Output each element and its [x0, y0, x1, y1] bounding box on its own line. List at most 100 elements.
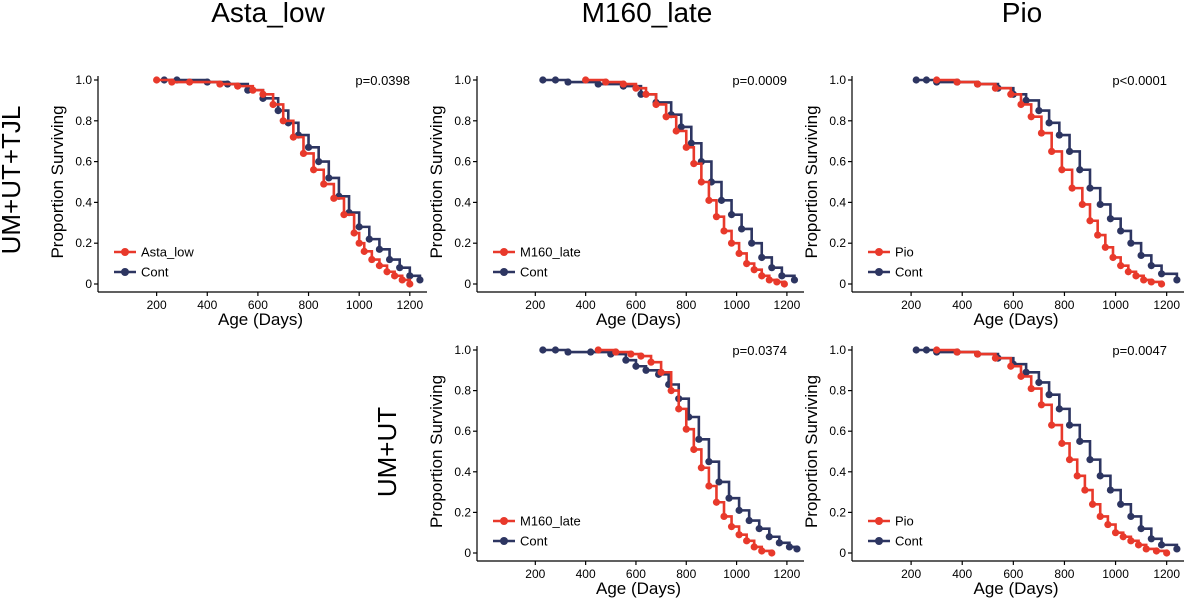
chart-r0c0-series-asta-low-point — [368, 255, 376, 264]
chart-r0c1-series-m160-late-point — [743, 260, 751, 268]
chart-r0c0-series-asta-low-point — [299, 149, 308, 158]
chart-r1c2-y-tick-label: 0.4 — [829, 465, 846, 479]
chart-r0c1-y-tick-label: 0 — [464, 277, 471, 291]
chart-r0c1-y-tick-label: 0.8 — [454, 114, 471, 128]
chart-r0c1-x-axis-title: Age (Days) — [596, 310, 681, 329]
chart-r1c1-series-m160-late-point — [657, 368, 665, 376]
chart-r1c1-y-tick-label: 0.2 — [454, 505, 471, 519]
chart-r0c1-series-m160-late-point — [642, 90, 650, 98]
chart-r0c2-series-pio-point — [1109, 253, 1117, 262]
chart-r0c2-y-tick-label: 0.8 — [829, 114, 846, 128]
chart-r1c1-series-m160-late-point — [727, 523, 736, 531]
chart-r1c1-y-tick-label: 0.6 — [454, 424, 471, 438]
chart-r0c1-series-m160-late-point — [582, 76, 590, 84]
chart-r0c2-series-pio-point — [1017, 100, 1025, 109]
chart-r1c2-y-tick-label: 0.2 — [829, 505, 846, 519]
chart-r0c0-series-asta-low-point — [398, 276, 406, 284]
chart-r0c0-series-cont-point — [244, 86, 252, 94]
chart-r0c1-x-tick-label: 600 — [626, 298, 646, 312]
chart-r0c2-series-pio-point — [1078, 200, 1086, 209]
chart-r1c2-series-pio-point — [953, 348, 961, 356]
chart-r0c0-series-asta-low-point — [330, 194, 338, 202]
chart-r1c2-series-pio-point — [1081, 486, 1089, 494]
chart-r1c2-series-pio-point — [1073, 472, 1081, 480]
chart-r0c1-series-cont-point — [758, 253, 766, 262]
chart-r0c0-series-asta-low-point — [259, 90, 267, 98]
chart-r1c1-y-axis-title: Proportion Surviving — [427, 375, 446, 528]
chart-r0c1-series-m160-late-point — [720, 227, 728, 235]
chart-r0c1-x-tick-label: 200 — [525, 298, 545, 312]
chart-r0c0-series-asta-low-point — [406, 280, 414, 288]
chart-r0c1-series-m160-late-point — [758, 272, 766, 280]
chart-r0c0-series-asta-low-point — [340, 211, 348, 219]
chart-r0c2-series-cont-point — [1065, 147, 1074, 155]
chart-r1c1-legend-cont-label: Cont — [520, 534, 548, 549]
chart-r0c2-series-pio-line — [936, 78, 1163, 284]
chart-r0c1-series-m160-late-point — [712, 213, 721, 221]
chart-r1c2-series-pio-point — [1127, 537, 1135, 545]
chart-r0c0-x-tick-label: 600 — [248, 298, 268, 312]
chart-r0c0-series-asta-low-point — [383, 268, 391, 276]
chart-r0c2-y-tick-label: 1.0 — [829, 73, 846, 87]
chart-r1c1-series-cont-point — [785, 543, 794, 551]
chart-r1c1-series-cont-point — [775, 539, 783, 547]
chart-r1c1-y-tick-label: 0.4 — [454, 465, 471, 479]
chart-r0c1-series-m160-late-point — [705, 196, 713, 204]
chart-r1c2-series-pio-point — [1163, 549, 1171, 557]
chart-r0c2-series-cont-point — [1045, 119, 1053, 127]
chart-r0c1-series-m160-late-point — [662, 113, 670, 121]
chart-r1c1-x-axis-title: Age (Days) — [596, 579, 681, 598]
chart-r0c2-legend-pio-swatch-dot — [875, 248, 883, 256]
chart-r1c2-x-tick-label: 1000 — [1102, 567, 1129, 581]
chart-r0c2-series-cont-point — [1137, 251, 1145, 260]
chart-r1c1-series-cont-point — [642, 366, 650, 374]
chart-r1c1-legend-cont-swatch-dot — [500, 537, 508, 545]
chart-r0c2-legend-pio-label: Pio — [895, 245, 914, 260]
chart-r1c1-legend-m160-late-label: M160_late — [520, 514, 581, 529]
chart-r1c1-series-cont-point — [745, 516, 753, 525]
chart-r1c1-x-tick-label: 400 — [576, 567, 596, 581]
chart-r1c1-series-m160-late-point — [667, 387, 675, 395]
chart-r0c0-series-cont-point — [365, 235, 373, 243]
chart-r1c2-series-cont-point — [1055, 405, 1063, 413]
chart-r1c1-series-cont-point — [695, 435, 703, 443]
chart-r1c1-series-cont-point — [587, 348, 595, 356]
chart-r1c2-series-pio-point — [1142, 545, 1150, 553]
chart-r1c1-series-m160-late-point — [758, 547, 766, 555]
chart-r0c1-series-m160-late-point — [652, 100, 660, 109]
chart-r0c2-series-pio-point — [1132, 272, 1140, 280]
chart-r0c0-series-asta-low-line — [156, 78, 412, 284]
chart-r1c2-series-cont-point — [1157, 541, 1166, 549]
chart-r0c1-series-m160-late-point — [619, 80, 627, 88]
chart-r1c2-series-pio-point — [1027, 384, 1035, 393]
chart-r0c1-series-cont-point — [551, 76, 560, 84]
chart-r1c2-series-cont-point — [1086, 456, 1094, 464]
chart-r1c2-x-tick-label: 400 — [952, 567, 972, 581]
row-title-um-ut: UM+UT — [372, 407, 402, 497]
chart-r1c2-series-pio-point — [1096, 512, 1104, 521]
chart-r0c0-y-tick-label: 0.8 — [75, 114, 92, 128]
chart-r0c2-series-pio-point — [991, 84, 1000, 92]
chart-r0c2-series-pio-point — [1147, 278, 1155, 286]
chart-r0c2: 0 0.2 0.4 0.6 0.8 1.0 200 400 600 800 1000 1200 Age … — [802, 73, 1184, 329]
chart-r1c2-x-tick-label: 1200 — [1153, 567, 1180, 581]
chart-r1c1-series-m160-late-point — [675, 405, 683, 413]
chart-r1c1-x-tick-label: 1000 — [723, 567, 750, 581]
chart-r1c2-x-axis-title: Age (Days) — [973, 579, 1058, 598]
chart-r1c2-p-value: p=0.0047 — [1112, 343, 1167, 358]
chart-r0c0-series-asta-low-point — [391, 272, 399, 280]
chart-r0c2-series-pio-point — [1048, 147, 1056, 155]
chart-r1c1-legend-m160-late-swatch-dot — [500, 517, 508, 525]
chart-r0c2-series-pio-point — [1068, 184, 1076, 192]
chart-r0c1-series-cont-point — [539, 76, 547, 84]
chart-r1c1-p-value: p=0.0374 — [732, 343, 787, 358]
chart-r0c1-series-m160-late-point — [690, 160, 698, 168]
chart-r1c1-series-m160-late-point — [712, 498, 721, 506]
chart-r1c2-legend-cont-swatch-dot — [875, 537, 883, 545]
chart-r0c1-series-cont-point — [677, 123, 685, 131]
chart-r1c2-x-tick-label: 600 — [1003, 567, 1023, 581]
chart-r1c1-series-m160-late-point — [768, 549, 776, 557]
chart-r0c0-series-cont-point — [396, 264, 404, 272]
chart-r1c1-series-m160-late-point — [735, 531, 743, 539]
chart-r0c2-series-pio-point — [1037, 129, 1046, 137]
